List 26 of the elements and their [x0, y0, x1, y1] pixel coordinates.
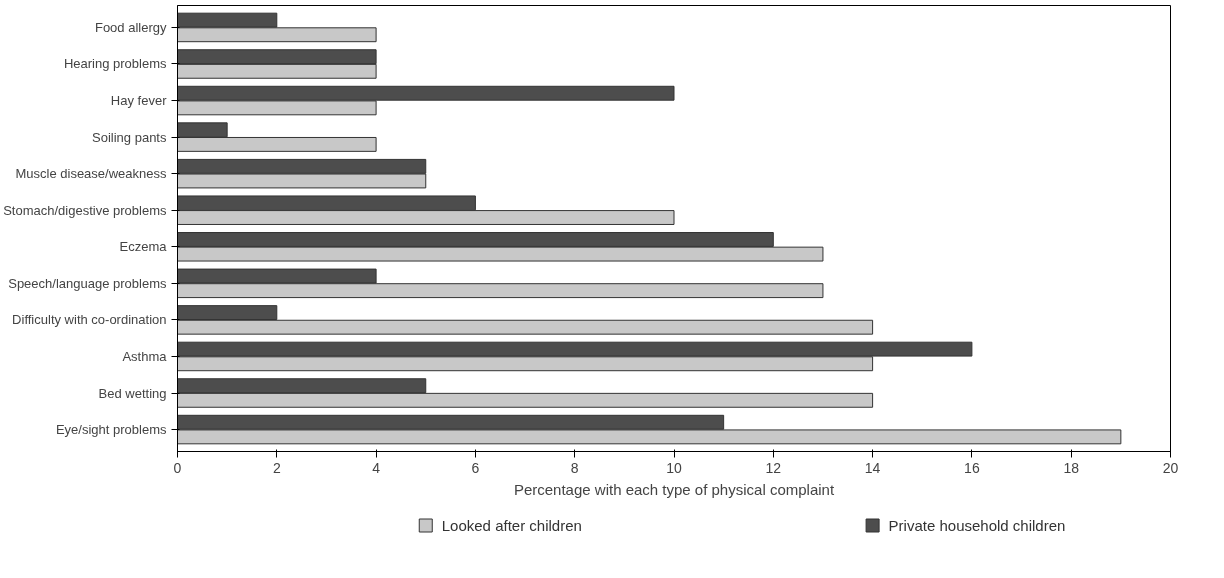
y-tick-label: Eczema: [119, 239, 168, 255]
y-tick-label: Speech/language problems: [8, 275, 167, 291]
x-tick-label: 14: [864, 459, 881, 476]
x-tick-label: 4: [372, 459, 381, 476]
y-tick-label: Hay fever: [110, 93, 168, 109]
x-tick-label: 18: [1063, 459, 1080, 476]
y-tick-label: Soiling pants: [92, 129, 167, 145]
legend-label: Looked after children: [441, 517, 582, 534]
x-tick-label: 2: [272, 459, 281, 476]
legend-label: Private household children: [888, 517, 1066, 534]
x-axis-title: Percentage with each type of physical complaint: [513, 480, 835, 498]
y-tick-label: Muscle disease/weakness: [15, 166, 167, 182]
y-tick-label: Stomach/digestive problems: [3, 202, 167, 218]
y-tick-label: Eye/sight problems: [55, 422, 167, 438]
x-tick-label: 0: [173, 459, 182, 476]
y-tick-label: Food allergy: [94, 19, 167, 35]
y-tick-label: Difficulty with co-ordination: [12, 312, 167, 328]
x-tick-label: 8: [570, 459, 579, 476]
x-tick-label: 20: [1162, 459, 1179, 476]
x-tick-label: 16: [964, 459, 980, 476]
y-tick-label: Hearing problems: [63, 56, 167, 72]
x-tick-label: 12: [765, 459, 782, 476]
y-tick-label: Bed wetting: [98, 385, 167, 401]
y-tick-label: Asthma: [122, 348, 168, 364]
x-tick-label: 6: [471, 459, 480, 476]
x-tick-label: 10: [666, 459, 682, 476]
